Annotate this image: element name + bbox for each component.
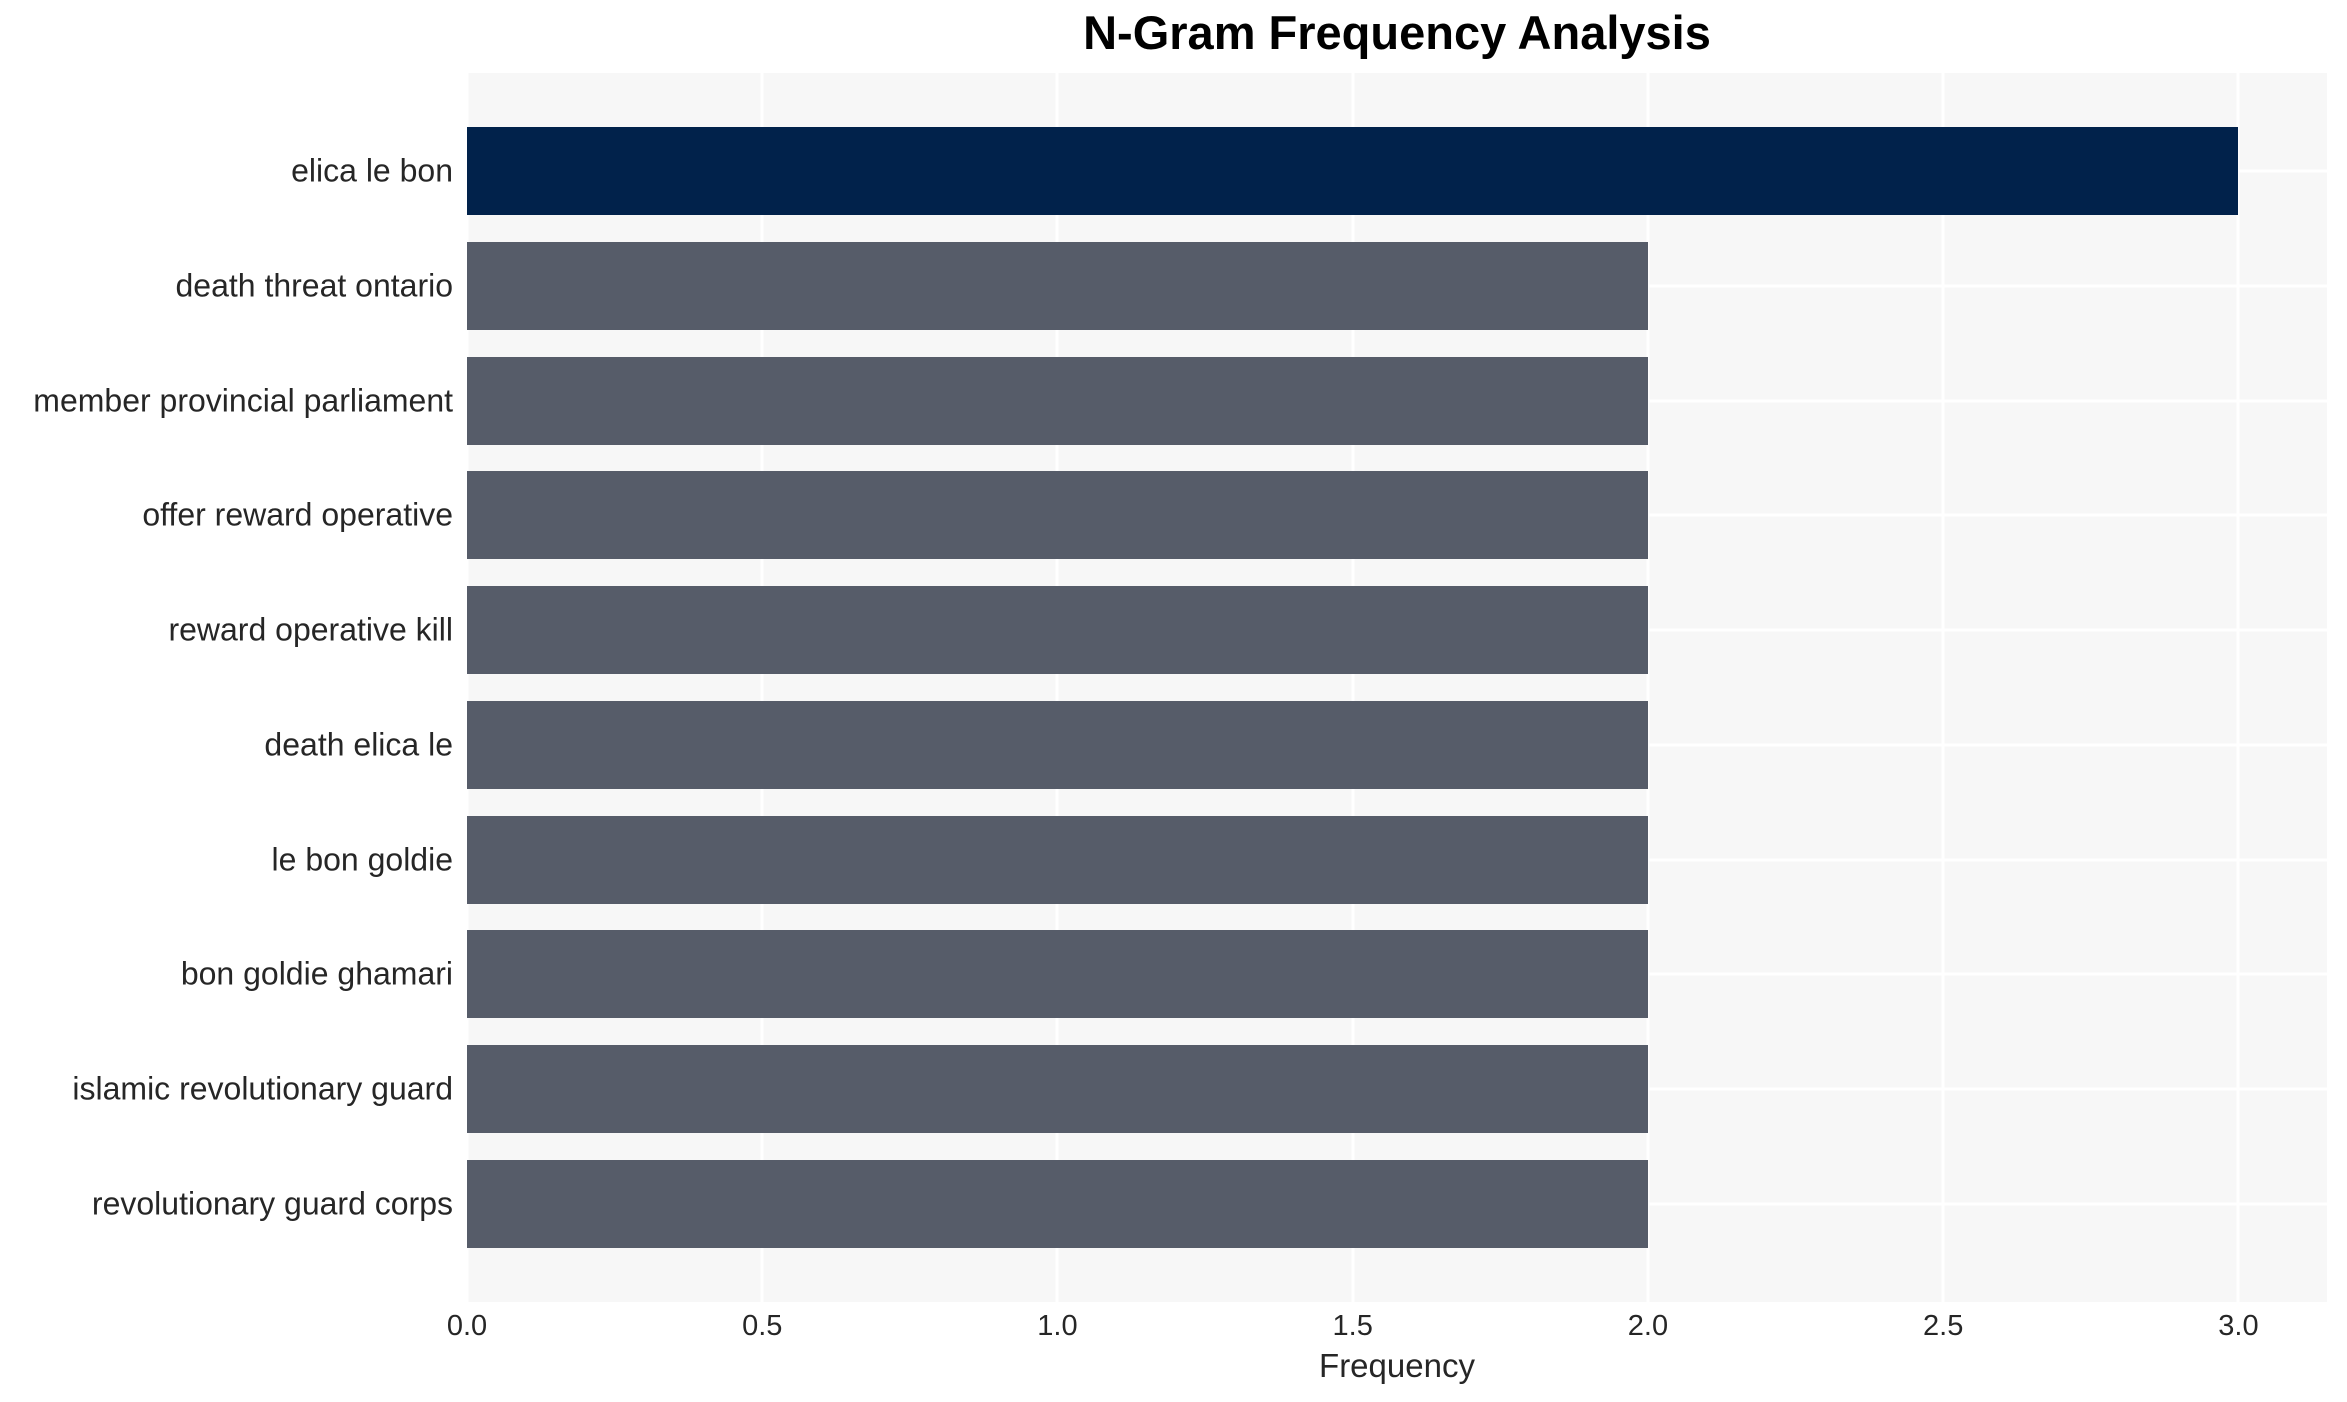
y-axis-label: revolutionary guard corps <box>91 1185 453 1222</box>
bar <box>467 1044 1648 1133</box>
y-axis-label: offer reward operative <box>142 496 453 533</box>
y-axis-label: member provincial parliament <box>33 382 453 419</box>
x-tick-label: 0.5 <box>742 1310 783 1342</box>
bar-row: elica le bon <box>291 114 2327 229</box>
y-axis-label: reward operative kill <box>168 611 453 648</box>
bar <box>467 1159 1648 1248</box>
bar <box>467 586 1648 675</box>
x-tick-label: 1.5 <box>1332 1310 1373 1342</box>
bar-row: bon goldie ghamari <box>181 917 2327 1032</box>
y-axis-label: death threat ontario <box>175 267 453 304</box>
y-axis-label: islamic revolutionary guard <box>72 1070 453 1107</box>
x-tick-label: 1.0 <box>1037 1310 1078 1342</box>
bar <box>467 930 1648 1019</box>
y-axis-label: le bon goldie <box>271 841 453 878</box>
bar <box>467 815 1648 904</box>
bar-row: death threat ontario <box>175 229 2327 344</box>
x-tick-label: 0.0 <box>446 1310 488 1342</box>
y-axis-label: bon goldie ghamari <box>180 955 453 992</box>
x-tick-label: 2.5 <box>1923 1310 1964 1342</box>
bar-row: death elica le <box>264 688 2327 803</box>
x-axis-label: Frequency <box>1319 1347 1475 1384</box>
bar-row: le bon goldie <box>272 802 2327 917</box>
bar-rows: elica le bon death threat ontario member… <box>33 73 2327 1302</box>
bar-row: islamic revolutionary guard <box>72 1032 2327 1147</box>
y-axis-label: death elica le <box>264 726 453 763</box>
bar <box>467 127 2239 216</box>
y-axis-label: elica le bon <box>291 152 453 189</box>
bar <box>467 700 1648 789</box>
x-axis-ticks: 0.0 0.5 1.0 1.5 2.0 2.5 3.0 <box>447 1302 2327 1348</box>
bar <box>467 356 1648 445</box>
bar-row: reward operative kill <box>168 573 2327 688</box>
bar-row: member provincial parliament <box>33 343 2327 458</box>
x-tick-label: 3.0 <box>2218 1310 2259 1342</box>
bar <box>467 471 1648 560</box>
bar-row: offer reward operative <box>142 458 2327 573</box>
bar <box>467 242 1648 331</box>
plot-area: elica le bon death threat ontario member… <box>33 73 2327 1302</box>
chart-title: N-Gram Frequency Analysis <box>1083 6 1711 59</box>
bar-row: revolutionary guard corps <box>92 1146 2327 1261</box>
x-tick-label: 2.0 <box>1627 1310 1669 1342</box>
